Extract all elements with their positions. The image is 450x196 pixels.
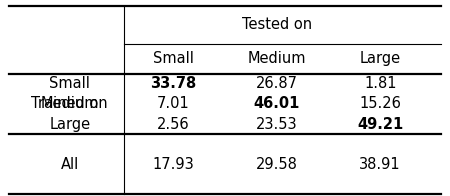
Text: 1.81: 1.81 [364,76,396,91]
Text: Large: Large [49,117,90,132]
Text: 17.93: 17.93 [153,157,194,172]
Text: Small: Small [153,51,194,66]
Text: All: All [61,157,79,172]
Text: 2.56: 2.56 [157,117,189,132]
Text: 15.26: 15.26 [359,96,401,111]
Text: 26.87: 26.87 [256,76,298,91]
Text: 23.53: 23.53 [256,117,297,132]
Text: 46.01: 46.01 [253,96,300,111]
Text: Trained on: Trained on [32,96,108,111]
Text: 38.91: 38.91 [360,157,401,172]
Text: Small: Small [50,76,90,91]
Text: 49.21: 49.21 [357,117,403,132]
Text: Medium: Medium [248,51,306,66]
Text: 7.01: 7.01 [157,96,189,111]
Text: Large: Large [360,51,401,66]
Text: Tested on: Tested on [242,17,312,33]
Text: Medium: Medium [40,96,99,111]
Text: 33.78: 33.78 [150,76,196,91]
Text: 29.58: 29.58 [256,157,298,172]
